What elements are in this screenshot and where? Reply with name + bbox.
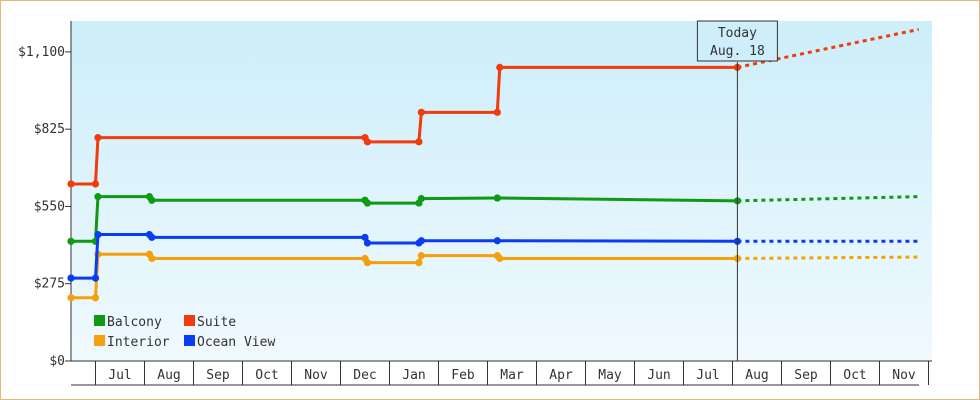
series-line: [71, 65, 738, 186]
data-point: [363, 138, 372, 146]
data-point: [91, 294, 100, 302]
series-layer: [67, 27, 920, 302]
data-point: [415, 259, 423, 267]
y-tick-label: $275: [34, 277, 65, 292]
data-point: [361, 233, 369, 241]
x-tick-label: Aug: [745, 368, 768, 383]
data-point: [67, 274, 75, 282]
x-tick-label: Oct: [843, 368, 866, 383]
legend-swatch: [94, 335, 105, 346]
data-point: [94, 134, 102, 142]
data-point: [493, 237, 501, 245]
plot-background: [71, 21, 932, 361]
data-point: [94, 193, 102, 201]
data-point: [363, 259, 372, 267]
data-point: [417, 108, 425, 116]
forecast-line: [737, 27, 920, 69]
data-point: [417, 194, 425, 203]
data-point: [493, 108, 501, 116]
forecast-line: [737, 255, 919, 260]
x-tick-label: Nov: [304, 368, 328, 383]
y-tick-label: $0: [49, 354, 65, 369]
x-axis: Jul Aug Sep Oct Nov Dec Jan Feb Mar Apr May Jun Jul A…: [71, 360, 932, 386]
series-suite: [67, 27, 920, 188]
x-tick-label: May: [598, 368, 622, 383]
data-point: [363, 199, 372, 207]
data-point: [91, 274, 100, 282]
today-label: Today: [718, 26, 757, 41]
data-point: [417, 237, 425, 245]
data-point: [148, 196, 156, 204]
today-date-label: Aug. 18: [710, 44, 765, 59]
x-tick-label: Dec: [353, 368, 376, 383]
legend-swatch: [184, 315, 195, 326]
data-point: [417, 252, 425, 260]
x-tick-label: Apr: [549, 368, 573, 383]
legend-label: Suite: [197, 315, 236, 330]
x-tick-label: Jan: [402, 368, 425, 383]
y-axis: $0 $275 $550 $825 $1,100: [18, 21, 72, 369]
today-box: [696, 20, 778, 62]
x-tick-label: Sep: [206, 368, 230, 383]
y-tick-label: $1,100: [18, 45, 65, 60]
y-tick-label: $550: [34, 199, 65, 214]
legend-label: Balcony: [107, 315, 162, 330]
x-tick-label: Mar: [500, 368, 524, 383]
data-point: [94, 230, 102, 239]
data-point: [67, 237, 75, 245]
data-point: [415, 138, 423, 146]
data-point: [493, 194, 501, 202]
legend-swatch: [184, 335, 195, 346]
x-tick-label: Sep: [794, 368, 818, 383]
forecast-line: [737, 195, 919, 203]
legend-label: Interior: [107, 335, 170, 350]
data-point: [67, 294, 75, 302]
legend-label: Ocean View: [197, 335, 275, 350]
data-point: [67, 180, 75, 188]
x-tick-label: Jul: [696, 368, 719, 383]
data-point: [148, 233, 156, 241]
x-tick-label: Oct: [255, 368, 278, 383]
data-point: [363, 239, 372, 247]
x-tick-label: Jun: [647, 368, 670, 383]
series-balcony: [67, 193, 919, 245]
x-tick-label: Jul: [108, 368, 131, 383]
data-point: [496, 63, 504, 71]
legend-swatch: [94, 315, 105, 326]
y-tick-label: $825: [34, 122, 65, 137]
data-point: [91, 180, 100, 188]
legend: Balcony Suite Interior Ocean View: [94, 315, 275, 350]
data-point: [496, 254, 504, 263]
data-point: [148, 254, 156, 263]
x-tick-label: Feb: [451, 368, 475, 383]
today-marker: Today Aug. 18: [696, 20, 778, 361]
x-tick-label: Aug: [157, 368, 180, 383]
x-tick-label: Nov: [892, 368, 916, 383]
